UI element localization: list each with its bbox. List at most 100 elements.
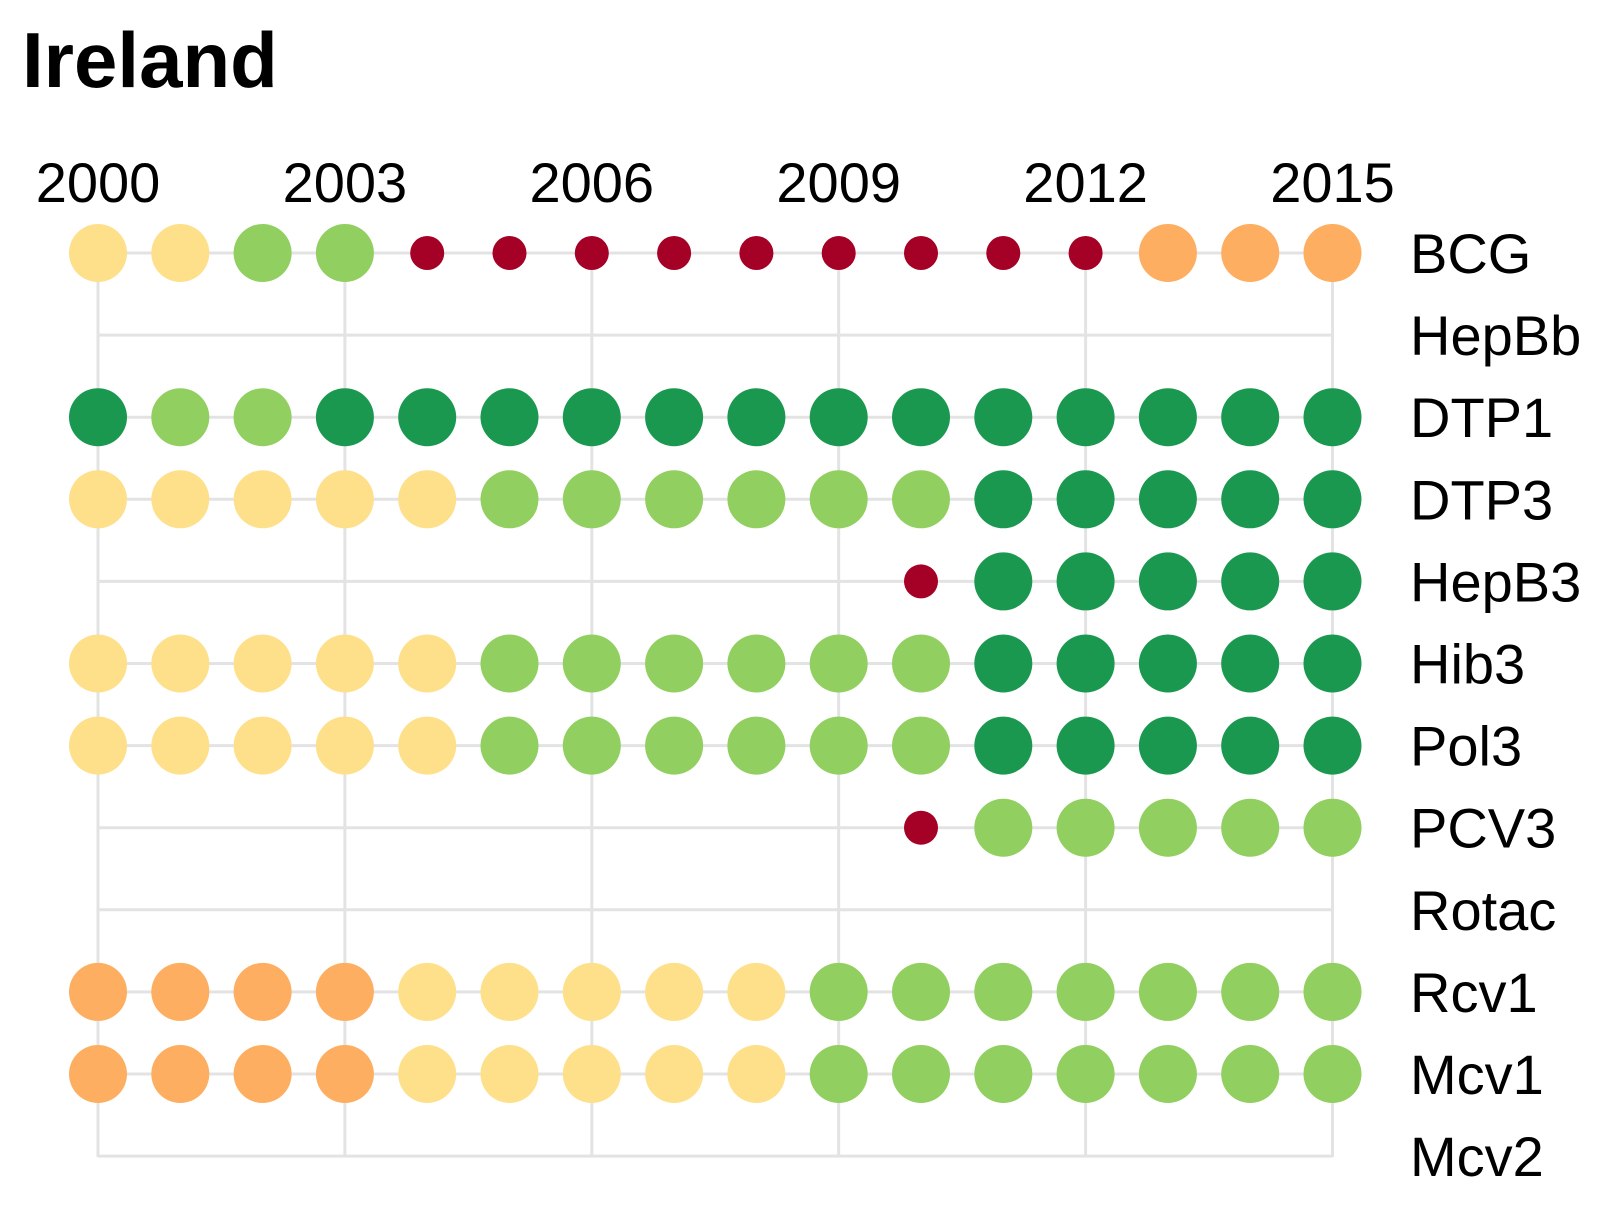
dot-hib3-2002 [233, 634, 292, 693]
dot-hepb3-2012 [1056, 552, 1115, 611]
row-label-rcv1: Rcv1 [1410, 961, 1538, 1024]
dot-dtp1-2015 [1303, 388, 1362, 447]
dot-rcv1-2014 [1221, 962, 1280, 1021]
dot-hib3-2010 [892, 634, 950, 693]
dot-hib3-2011 [974, 634, 1033, 693]
dot-mcv1-2004 [398, 1045, 457, 1103]
dot-mcv1-2013 [1138, 1045, 1197, 1103]
dot-bcg-2013 [1138, 224, 1197, 282]
dot-mcv1-2014 [1221, 1045, 1280, 1103]
x-tick-label-2006: 2006 [530, 151, 655, 214]
dot-mcv1-2015 [1303, 1045, 1362, 1103]
dot-mcv1-2009 [809, 1045, 868, 1103]
chart-title: Ireland [22, 16, 278, 104]
dot-rcv1-2003 [315, 962, 374, 1021]
dot-hib3-2006 [562, 634, 621, 693]
dot-dtp3-2014 [1221, 470, 1280, 529]
dot-rcv1-2009 [809, 962, 868, 1021]
dot-rcv1-2005 [480, 962, 539, 1021]
dot-dtp1-2000 [69, 388, 127, 447]
dot-hib3-2013 [1138, 634, 1197, 693]
dot-dtp3-2005 [480, 470, 539, 529]
dot-pcv3-2013 [1138, 798, 1197, 857]
dot-rcv1-2008 [727, 962, 786, 1021]
dot-rcv1-2006 [562, 962, 621, 1021]
dot-hepb3-2010 [904, 564, 938, 599]
dot-mcv1-2008 [727, 1045, 786, 1103]
data-dots [69, 224, 1362, 1103]
dot-hib3-2015 [1303, 634, 1362, 693]
row-label-pol3: Pol3 [1410, 715, 1522, 778]
dot-dtp3-2010 [892, 470, 950, 529]
dot-pol3-2014 [1221, 716, 1280, 775]
dot-bcg-2004 [410, 236, 445, 270]
dot-hib3-2001 [151, 634, 210, 693]
dot-pcv3-2012 [1056, 798, 1115, 857]
dot-bcg-2002 [233, 224, 292, 282]
x-tick-label-2003: 2003 [283, 151, 408, 214]
dot-rcv1-2002 [233, 962, 292, 1021]
dot-mcv1-2003 [315, 1045, 374, 1103]
dot-pol3-2009 [809, 716, 868, 775]
x-tick-label-2000: 2000 [36, 151, 161, 214]
row-label-dtp3: DTP3 [1410, 468, 1553, 531]
dot-dtp1-2014 [1221, 388, 1280, 447]
dot-mcv1-2007 [645, 1045, 704, 1103]
dot-pol3-2000 [69, 716, 127, 775]
dot-hepb3-2013 [1138, 552, 1197, 611]
dot-pol3-2007 [645, 716, 704, 775]
dot-bcg-2014 [1221, 224, 1280, 282]
dot-pol3-2004 [398, 716, 457, 775]
dot-dtp3-2011 [974, 470, 1033, 529]
dot-mcv1-2001 [151, 1045, 210, 1103]
x-axis-tick-labels: 2000 2003 2006 2009 2012 2015 [36, 151, 1395, 214]
dot-pol3-2015 [1303, 716, 1362, 775]
dot-pol3-2002 [233, 716, 292, 775]
dot-dtp3-2003 [315, 470, 374, 529]
dot-rcv1-2011 [974, 962, 1033, 1021]
dot-mcv1-2010 [892, 1045, 950, 1103]
dot-rcv1-2004 [398, 962, 457, 1021]
dot-hepb3-2015 [1303, 552, 1362, 611]
dot-pol3-2011 [974, 716, 1033, 775]
row-label-mcv2: Mcv2 [1410, 1125, 1544, 1188]
dot-mcv1-2000 [69, 1045, 127, 1103]
dot-bcg-2015 [1303, 224, 1362, 282]
dot-bcg-2010 [904, 236, 938, 270]
dot-dtp1-2010 [892, 388, 950, 447]
dot-dtp1-2005 [480, 388, 539, 447]
dot-hib3-2004 [398, 634, 457, 693]
dot-dtp1-2011 [974, 388, 1033, 447]
dot-dtp3-2001 [151, 470, 210, 529]
dot-dtp3-2013 [1138, 470, 1197, 529]
dot-pol3-2003 [315, 716, 374, 775]
dot-dtp3-2007 [645, 470, 704, 529]
dot-dtp1-2002 [233, 388, 292, 447]
dot-dtp3-2012 [1056, 470, 1115, 529]
dot-mcv1-2006 [562, 1045, 621, 1103]
dot-dtp1-2009 [809, 388, 868, 447]
dot-bcg-2000 [69, 224, 127, 282]
dot-hib3-2014 [1221, 634, 1280, 693]
dot-rcv1-2010 [892, 962, 950, 1021]
dot-bcg-2007 [657, 236, 692, 270]
dot-bcg-2009 [821, 236, 856, 270]
dot-rcv1-2001 [151, 962, 210, 1021]
dot-dtp1-2004 [398, 388, 457, 447]
dot-mcv1-2002 [233, 1045, 292, 1103]
dot-dtp1-2001 [151, 388, 210, 447]
dot-pol3-2008 [727, 716, 786, 775]
dot-hib3-2003 [315, 634, 374, 693]
dot-pcv3-2010 [904, 810, 938, 845]
dot-mcv1-2012 [1056, 1045, 1115, 1103]
dot-bcg-2001 [151, 224, 210, 282]
x-tick-label-2015: 2015 [1270, 151, 1395, 214]
dot-rcv1-2007 [645, 962, 704, 1021]
dot-dtp3-2009 [809, 470, 868, 529]
dot-dtp1-2007 [645, 388, 704, 447]
row-label-rotac: Rotac [1410, 879, 1556, 942]
row-label-hepbb: HepBb [1410, 304, 1581, 367]
x-tick-label-2012: 2012 [1023, 151, 1148, 214]
dot-rcv1-2013 [1138, 962, 1197, 1021]
